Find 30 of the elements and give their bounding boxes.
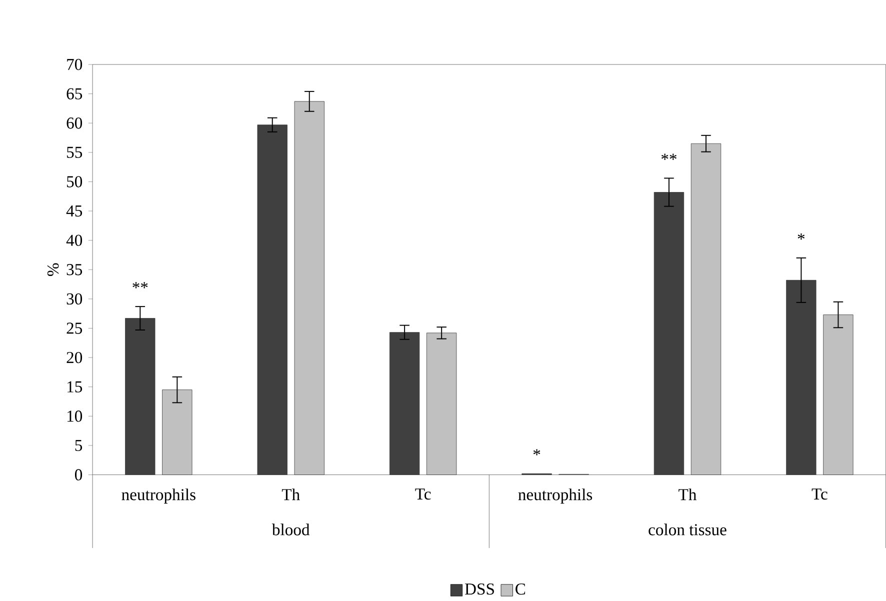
legend-label: DSS (464, 584, 494, 595)
y-tick-label: 10 (68, 410, 82, 422)
y-tick-label: 25 (66, 322, 82, 334)
data-label: ** (661, 154, 676, 160)
x-tick-label: neutrophils (518, 488, 592, 504)
x-tick-label: Tc (415, 488, 431, 500)
x-tick-label: neutrophils (122, 488, 196, 504)
y-tick-label: 50 (67, 176, 82, 188)
y-tick-label: 20 (66, 352, 82, 364)
text: colon tissue (648, 524, 726, 536)
y-tick-label: 5 (75, 440, 82, 452)
y-tick-label: 55 (67, 146, 82, 158)
y-tick-label: 40 (66, 234, 82, 246)
y-tick-label: 60 (66, 118, 82, 129)
y-tick-label: 70 (67, 58, 82, 70)
y-tick-label: 15 (68, 381, 82, 392)
y-tick-label: 45 (66, 206, 82, 217)
x-tick-label: Tc (812, 488, 828, 500)
y-tick-label: 30 (66, 293, 82, 305)
y-tick-label: 35 (66, 264, 82, 276)
data-label: * (533, 449, 540, 456)
y-tick-label: 0 (74, 469, 82, 480)
data-label: * (798, 234, 805, 240)
data-label: ** (132, 282, 148, 288)
x-tick-label: Th (678, 488, 697, 500)
x-tick-label: Th (282, 488, 300, 500)
text: blood (272, 524, 310, 536)
y-axis-title: % (47, 263, 59, 276)
y-tick-label: 65 (66, 88, 82, 100)
legend-label: C (516, 584, 526, 595)
